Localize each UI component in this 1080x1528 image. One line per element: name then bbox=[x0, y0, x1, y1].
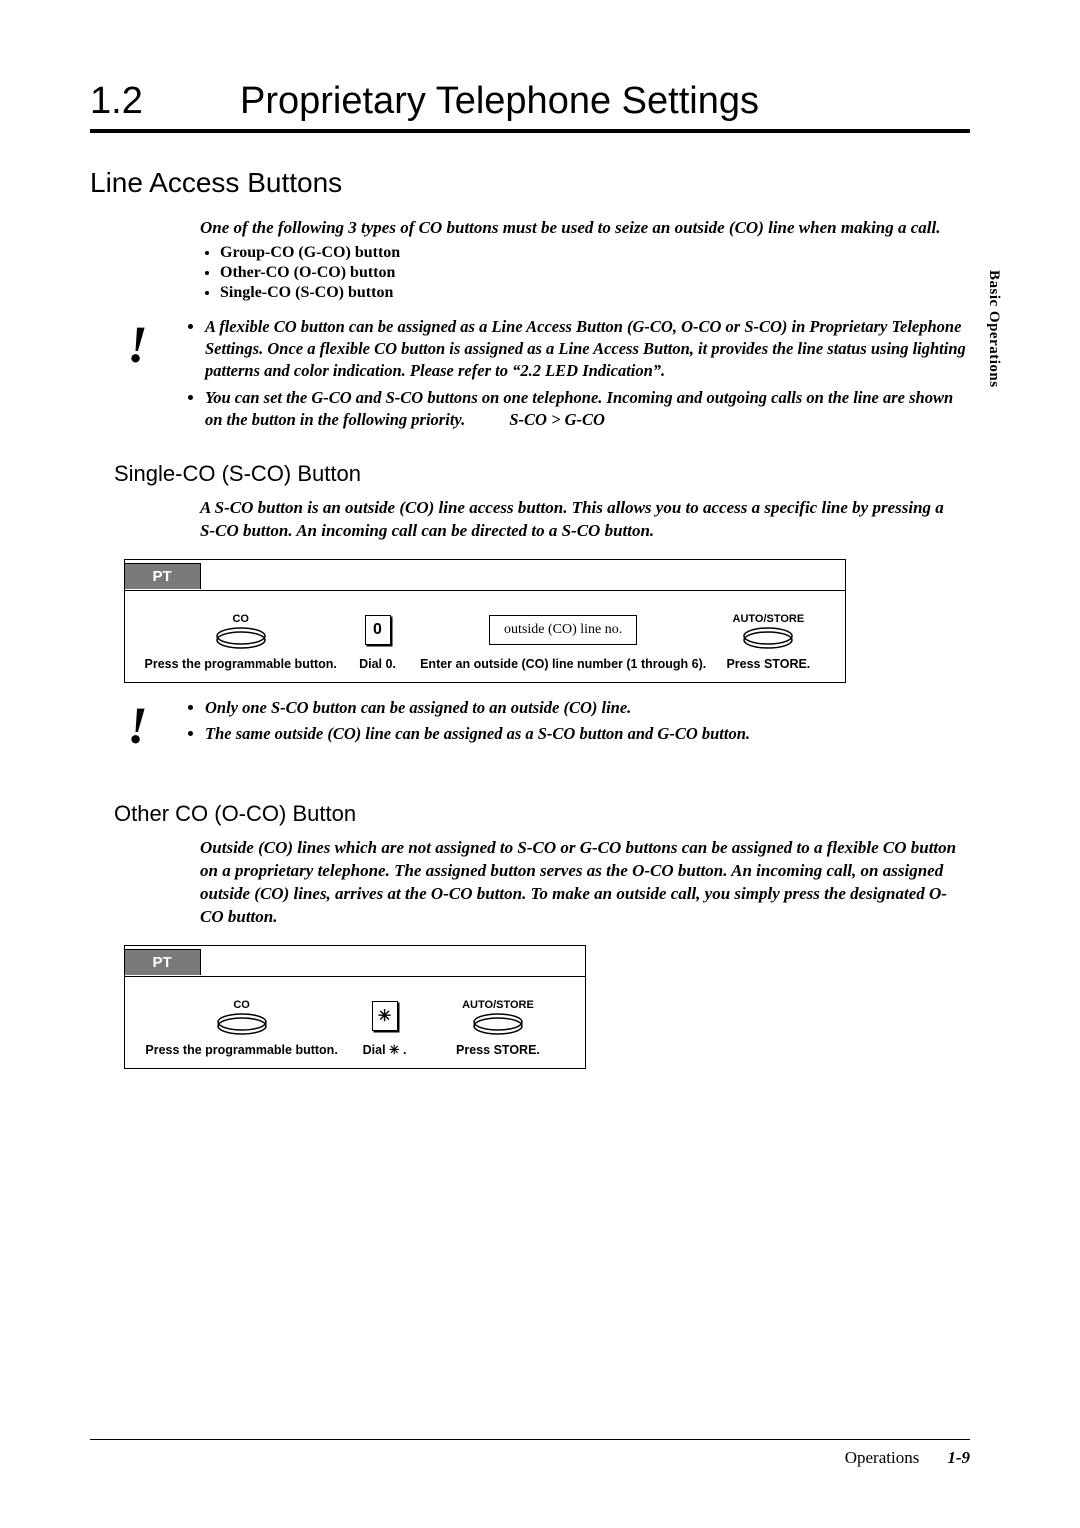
co-type-list: Group-CO (G-CO) button Other-CO (O-CO) b… bbox=[200, 244, 960, 302]
caution-icon: ! bbox=[90, 316, 185, 435]
pt-tab-label: PT bbox=[124, 949, 201, 975]
step-caption: Dial ✳ . bbox=[363, 1043, 407, 1058]
section-heading-line-access: Line Access Buttons bbox=[90, 167, 970, 199]
note-block-1: ! A flexible CO button can be assigned a… bbox=[90, 316, 970, 435]
intro-paragraph: One of the following 3 types of CO butto… bbox=[200, 217, 960, 240]
note-item: You can set the G-CO and S-CO buttons on… bbox=[205, 387, 970, 432]
autostore-label: AUTO/STORE bbox=[733, 613, 805, 625]
chapter-header: 1.2 Proprietary Telephone Settings bbox=[90, 80, 970, 133]
oco-paragraph: Outside (CO) lines which are not assigne… bbox=[200, 837, 960, 929]
pt-diagram-sco: PT CO Press the programmable button. 0 D… bbox=[124, 559, 846, 683]
co-button-label: CO bbox=[233, 999, 250, 1011]
note-item: Only one S-CO button can be assigned to … bbox=[205, 697, 970, 719]
manual-page: Basic Operations 1.2 Proprietary Telepho… bbox=[0, 0, 1080, 1528]
footer-label: Operations bbox=[845, 1448, 920, 1468]
caution-icon: ! bbox=[90, 697, 185, 753]
step-caption: Press STORE. bbox=[456, 1043, 540, 1058]
priority-text: S-CO > G-CO bbox=[509, 409, 605, 431]
store-button-icon bbox=[472, 1013, 524, 1033]
pt-tab-label: PT bbox=[124, 563, 201, 589]
side-tab-label: Basic Operations bbox=[985, 270, 1002, 388]
subsection-heading-oco: Other CO (O-CO) Button bbox=[114, 801, 970, 827]
autostore-label: AUTO/STORE bbox=[462, 999, 534, 1011]
page-number: 1-9 bbox=[947, 1448, 970, 1468]
note-list: A flexible CO button can be assigned as … bbox=[185, 316, 970, 435]
store-button-icon bbox=[742, 627, 794, 647]
note-block-2: ! Only one S-CO button can be assigned t… bbox=[90, 697, 970, 753]
note-item: The same outside (CO) line can be assign… bbox=[205, 723, 970, 745]
note-list: Only one S-CO button can be assigned to … bbox=[185, 697, 970, 753]
pt-diagram-oco: PT CO Press the programmable button. ✳ D… bbox=[124, 945, 586, 1069]
step-caption: Press the programmable button. bbox=[145, 1043, 337, 1058]
dial-key-0: 0 bbox=[365, 615, 391, 645]
subsection-heading-sco: Single-CO (S-CO) Button bbox=[114, 461, 970, 487]
intro-block: One of the following 3 types of CO butto… bbox=[200, 217, 960, 302]
programmable-button-icon bbox=[216, 1013, 268, 1033]
step-caption: Press STORE. bbox=[726, 657, 810, 672]
step-caption: Dial 0. bbox=[359, 657, 396, 672]
sco-paragraph: A S-CO button is an outside (CO) line ac… bbox=[200, 497, 960, 543]
list-item: Single-CO (S-CO) button bbox=[220, 284, 960, 302]
chapter-number: 1.2 bbox=[90, 80, 240, 123]
list-item: Group-CO (G-CO) button bbox=[220, 244, 960, 262]
list-item: Other-CO (O-CO) button bbox=[220, 264, 960, 282]
programmable-button-icon bbox=[215, 627, 267, 647]
page-footer: Operations 1-9 bbox=[90, 1439, 970, 1468]
note-item: A flexible CO button can be assigned as … bbox=[205, 316, 970, 383]
co-button-label: CO bbox=[232, 613, 249, 625]
chapter-title: Proprietary Telephone Settings bbox=[240, 80, 759, 123]
step-caption: Enter an outside (CO) line number (1 thr… bbox=[420, 657, 706, 672]
line-number-input-box: outside (CO) line no. bbox=[489, 615, 637, 645]
step-caption: Press the programmable button. bbox=[145, 657, 337, 672]
dial-key-star: ✳ bbox=[372, 1001, 398, 1031]
